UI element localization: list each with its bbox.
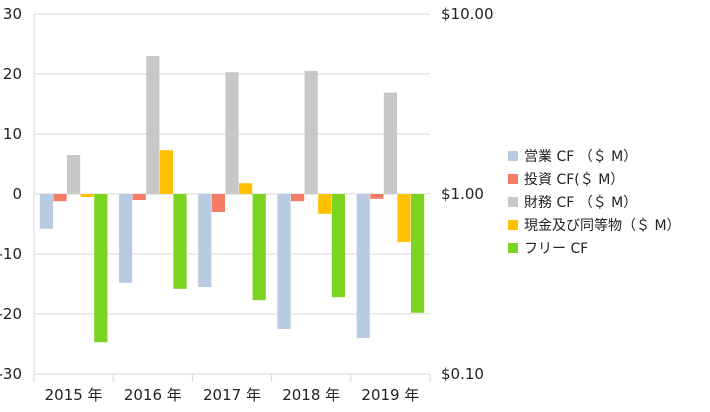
- legend-label: 営業 CF （＄ M）: [524, 149, 637, 165]
- legend-swatch: [508, 151, 518, 161]
- x-axis-ticks: 2015 年 2016 年 2017 年 2018 年 2019 年: [45, 386, 420, 404]
- bar: [146, 56, 160, 194]
- legend-label: フリー CF: [524, 241, 588, 257]
- y-tick-label: -30: [0, 365, 22, 383]
- y-tick-label: 20: [3, 65, 22, 83]
- legend-label: 財務 CF （＄ M）: [524, 195, 637, 211]
- bars: [39, 56, 425, 343]
- y2-axis-ticks: $10.00 $1.00 $0.10: [441, 5, 494, 383]
- bar: [252, 194, 266, 301]
- bar: [198, 194, 212, 287]
- bar: [397, 194, 411, 242]
- y-tick-label: -10: [0, 245, 22, 263]
- bar: [173, 194, 187, 289]
- bar: [291, 194, 305, 202]
- bar: [159, 150, 173, 194]
- bar: [211, 194, 225, 212]
- y-axis-ticks: 30 20 10 0 -10 -20 -30: [0, 5, 22, 383]
- legend-swatch: [508, 220, 518, 230]
- bar: [225, 72, 239, 194]
- legend-swatch: [508, 197, 518, 207]
- legend-swatch: [508, 243, 518, 253]
- bar: [67, 155, 81, 194]
- bar: [411, 194, 425, 313]
- bar: [356, 194, 370, 338]
- bar: [39, 194, 53, 229]
- y-tick-label: 10: [3, 125, 22, 143]
- x-tick-label: 2019 年: [361, 386, 419, 404]
- bar: [370, 194, 384, 199]
- bar: [119, 194, 133, 283]
- bar: [94, 194, 108, 343]
- bar: [132, 194, 146, 200]
- x-tick-label: 2018 年: [282, 386, 340, 404]
- legend-swatch: [508, 174, 518, 184]
- y2-tick-label: $1.00: [441, 185, 484, 203]
- bar: [53, 194, 67, 202]
- bar: [383, 92, 397, 194]
- bar: [304, 71, 318, 194]
- bar: [318, 194, 332, 214]
- x-tick-label: 2016 年: [124, 386, 182, 404]
- legend: 営業 CF （＄ M） 投資 CF(＄ M） 財務 CF （＄ M） 現金及び同等物（…: [508, 149, 681, 257]
- y-tick-label: 0: [12, 185, 22, 203]
- legend-label: 投資 CF(＄ M）: [524, 172, 624, 188]
- bar: [239, 183, 253, 194]
- x-tick-label: 2017 年: [203, 386, 261, 404]
- bar: [331, 194, 345, 298]
- y2-tick-label: $10.00: [441, 5, 494, 23]
- y-tick-label: 30: [3, 5, 22, 23]
- legend-label: 現金及び同等物（＄ M）: [524, 217, 681, 234]
- y-tick-label: -20: [0, 305, 22, 323]
- y2-tick-label: $0.10: [441, 365, 484, 383]
- bar: [277, 194, 291, 329]
- bar: [80, 194, 94, 197]
- x-tick-label: 2015 年: [45, 386, 103, 404]
